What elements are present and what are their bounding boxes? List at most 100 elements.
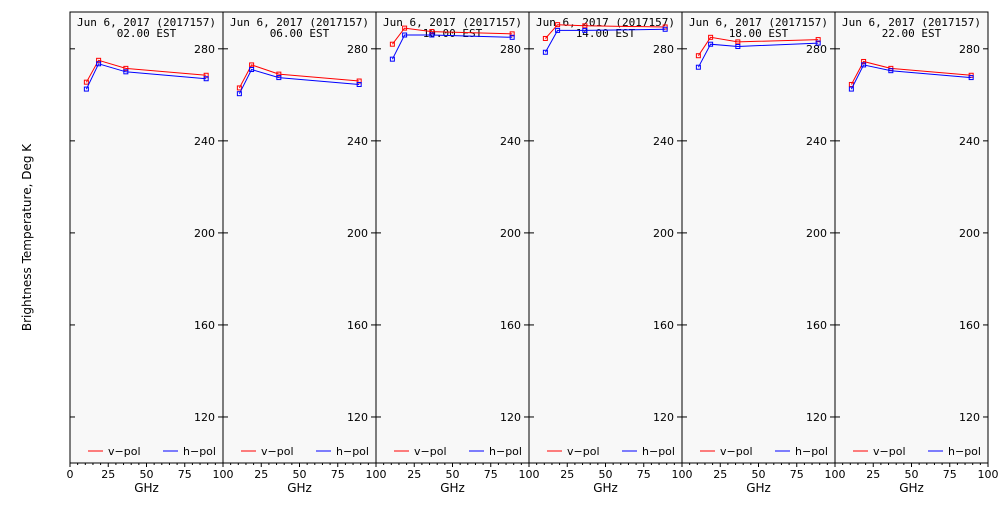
legend-label: h−pol [948, 445, 981, 458]
legend-label: h−pol [642, 445, 675, 458]
series-line-v-pol [238, 64, 360, 89]
x-axis-title: GHz [287, 481, 312, 495]
y-tick-label: 120 [806, 411, 827, 424]
series-line-h-pol [697, 42, 819, 68]
data-point-v-pol [555, 22, 561, 28]
data-point-h-pol [662, 26, 668, 32]
y-tick-label: 280 [347, 43, 368, 56]
y-tick-label: 160 [653, 319, 674, 332]
y-tick-label: 120 [194, 411, 215, 424]
panel-title-date: Jun 6, 2017 (2017157) [689, 16, 828, 29]
x-tick-label: 50 [446, 468, 460, 481]
data-point-h-pol [555, 27, 561, 33]
series-line-h-pol [544, 28, 666, 53]
y-tick-label: 200 [653, 227, 674, 240]
series-line-v-pol [850, 60, 972, 85]
legend-label: v−pol [567, 445, 600, 458]
data-point-v-pol [236, 85, 242, 91]
data-point-h-pol [276, 75, 282, 81]
x-tick-label: 50 [293, 468, 307, 481]
legend-label: v−pol [261, 445, 294, 458]
series-line-h-pol [850, 64, 972, 90]
x-tick-label: 50 [140, 468, 154, 481]
y-tick-label: 240 [194, 135, 215, 148]
data-point-v-pol [815, 37, 821, 43]
y-tick-label: 240 [653, 135, 674, 148]
data-point-v-pol [695, 53, 701, 59]
y-tick-label: 240 [806, 135, 827, 148]
y-tick-label: 200 [347, 227, 368, 240]
y-tick-label: 280 [500, 43, 521, 56]
data-point-h-pol [249, 67, 255, 73]
data-point-h-pol [848, 86, 854, 92]
y-tick-label: 280 [959, 43, 980, 56]
y-tick-label: 120 [500, 411, 521, 424]
panel-title-date: Jun 6, 2017 (2017157) [383, 16, 522, 29]
data-point-v-pol [96, 57, 102, 63]
data-point-v-pol [389, 41, 395, 47]
x-tick-label: 0 [67, 468, 74, 481]
y-tick-label: 240 [347, 135, 368, 148]
panel-title-date: Jun 6, 2017 (2017157) [77, 16, 216, 29]
data-point-v-pol [123, 65, 129, 71]
x-tick-label: 25 [407, 468, 421, 481]
x-tick-label: 75 [637, 468, 651, 481]
legend-label: h−pol [336, 445, 369, 458]
x-tick-label: 100 [825, 468, 846, 481]
y-tick-label: 120 [347, 411, 368, 424]
data-point-h-pol [582, 27, 588, 33]
panel-frame [69, 11, 224, 464]
y-tick-label: 200 [500, 227, 521, 240]
y-tick-label: 120 [959, 411, 980, 424]
series-line-v-pol [392, 27, 513, 45]
panel-frame [222, 11, 377, 464]
x-tick-label: 75 [943, 468, 957, 481]
x-tick-label: 75 [790, 468, 804, 481]
x-axis-title: GHz [134, 481, 159, 495]
legend-label: h−pol [795, 445, 828, 458]
data-point-v-pol [429, 29, 435, 35]
series-line-v-pol [697, 36, 819, 56]
data-point-h-pol [735, 44, 741, 50]
data-point-v-pol [402, 25, 408, 31]
panel-frame [681, 11, 836, 464]
data-point-v-pol [249, 62, 255, 68]
legend-label: v−pol [414, 445, 447, 458]
x-axis-title: GHz [899, 481, 924, 495]
x-axis-title: GHz [593, 481, 618, 495]
panel-frame [375, 11, 530, 464]
series-line-v-pol [545, 24, 666, 39]
data-point-v-pol [356, 78, 362, 84]
data-point-h-pol [888, 68, 894, 74]
legend-label: h−pol [489, 445, 522, 458]
x-tick-label: 25 [254, 468, 268, 481]
y-tick-label: 280 [806, 43, 827, 56]
y-tick-label: 280 [653, 43, 674, 56]
data-point-h-pol [96, 61, 102, 67]
data-point-v-pol [582, 23, 588, 29]
data-point-h-pol [509, 34, 515, 40]
data-point-h-pol [695, 64, 701, 70]
y-tick-label: 160 [194, 319, 215, 332]
panel-frame [834, 11, 989, 464]
data-point-h-pol [402, 32, 408, 38]
data-point-h-pol [542, 49, 548, 55]
y-tick-label: 160 [347, 319, 368, 332]
data-point-v-pol [203, 72, 209, 78]
data-point-v-pol [542, 35, 548, 41]
x-axis-title: GHz [440, 481, 465, 495]
panel-title-time: 06.00 EST [270, 27, 330, 40]
data-point-v-pol [708, 34, 714, 40]
panel-title-date: Jun 6, 2017 (2017157) [230, 16, 369, 29]
data-point-h-pol [356, 81, 362, 87]
data-point-h-pol [708, 41, 714, 47]
x-tick-label: 25 [560, 468, 574, 481]
panel-title-time: 22.00 EST [882, 27, 942, 40]
x-tick-label: 25 [713, 468, 727, 481]
data-point-h-pol [389, 56, 395, 62]
panel-title-time: 10.00 EST [423, 27, 483, 40]
data-point-h-pol [123, 69, 129, 75]
x-tick-label: 100 [672, 468, 693, 481]
x-tick-label: 75 [331, 468, 345, 481]
